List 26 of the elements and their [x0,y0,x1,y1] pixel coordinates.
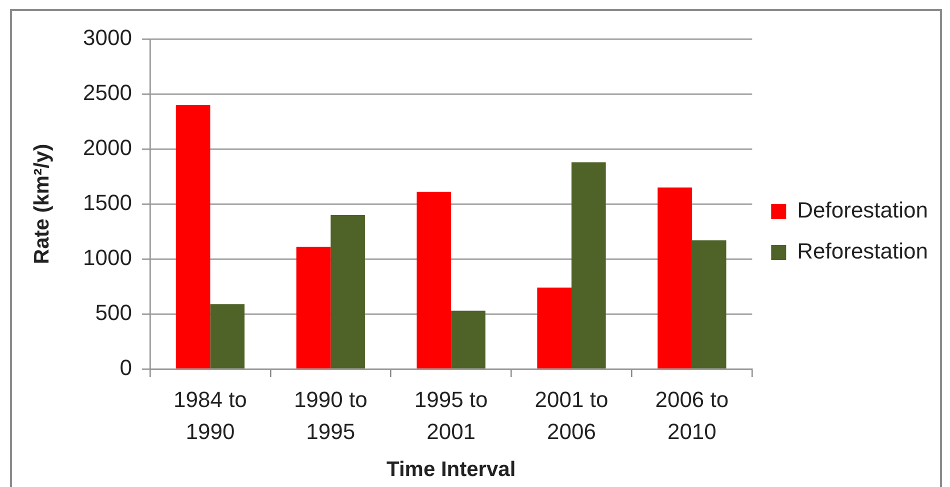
bar [330,215,365,368]
y-tick-label: 3000 [83,25,132,50]
x-tick-label: 1990 to 1995 [294,387,368,444]
legend-label: Deforestation [797,198,928,223]
y-tick-label: 1500 [83,190,132,216]
x-tick-label: 2001 to 2006 [534,387,608,444]
y-tick-label: 2500 [83,80,132,106]
y-tick-label: 1000 [83,245,132,270]
x-tick-label: 2006 to 2010 [655,387,729,444]
x-axis-title: Time Interval [386,458,516,482]
bar [296,246,331,368]
bar [451,310,486,368]
bar [537,288,572,368]
bar [658,188,692,368]
y-tick-label: 500 [95,300,132,326]
y-tick-label: 0 [120,355,132,380]
bar [210,304,245,368]
x-tick-label: 1984 to 1990 [174,387,247,444]
y-tick-label: 2000 [83,135,132,160]
x-tick-label: 1995 to 2001 [414,387,488,444]
legend-label: Reforestation [797,238,928,264]
bar [176,105,210,368]
bar [572,162,606,368]
bar [416,192,452,368]
y-axis-title: Rate (km²/y) [30,144,54,264]
bar [692,240,726,368]
